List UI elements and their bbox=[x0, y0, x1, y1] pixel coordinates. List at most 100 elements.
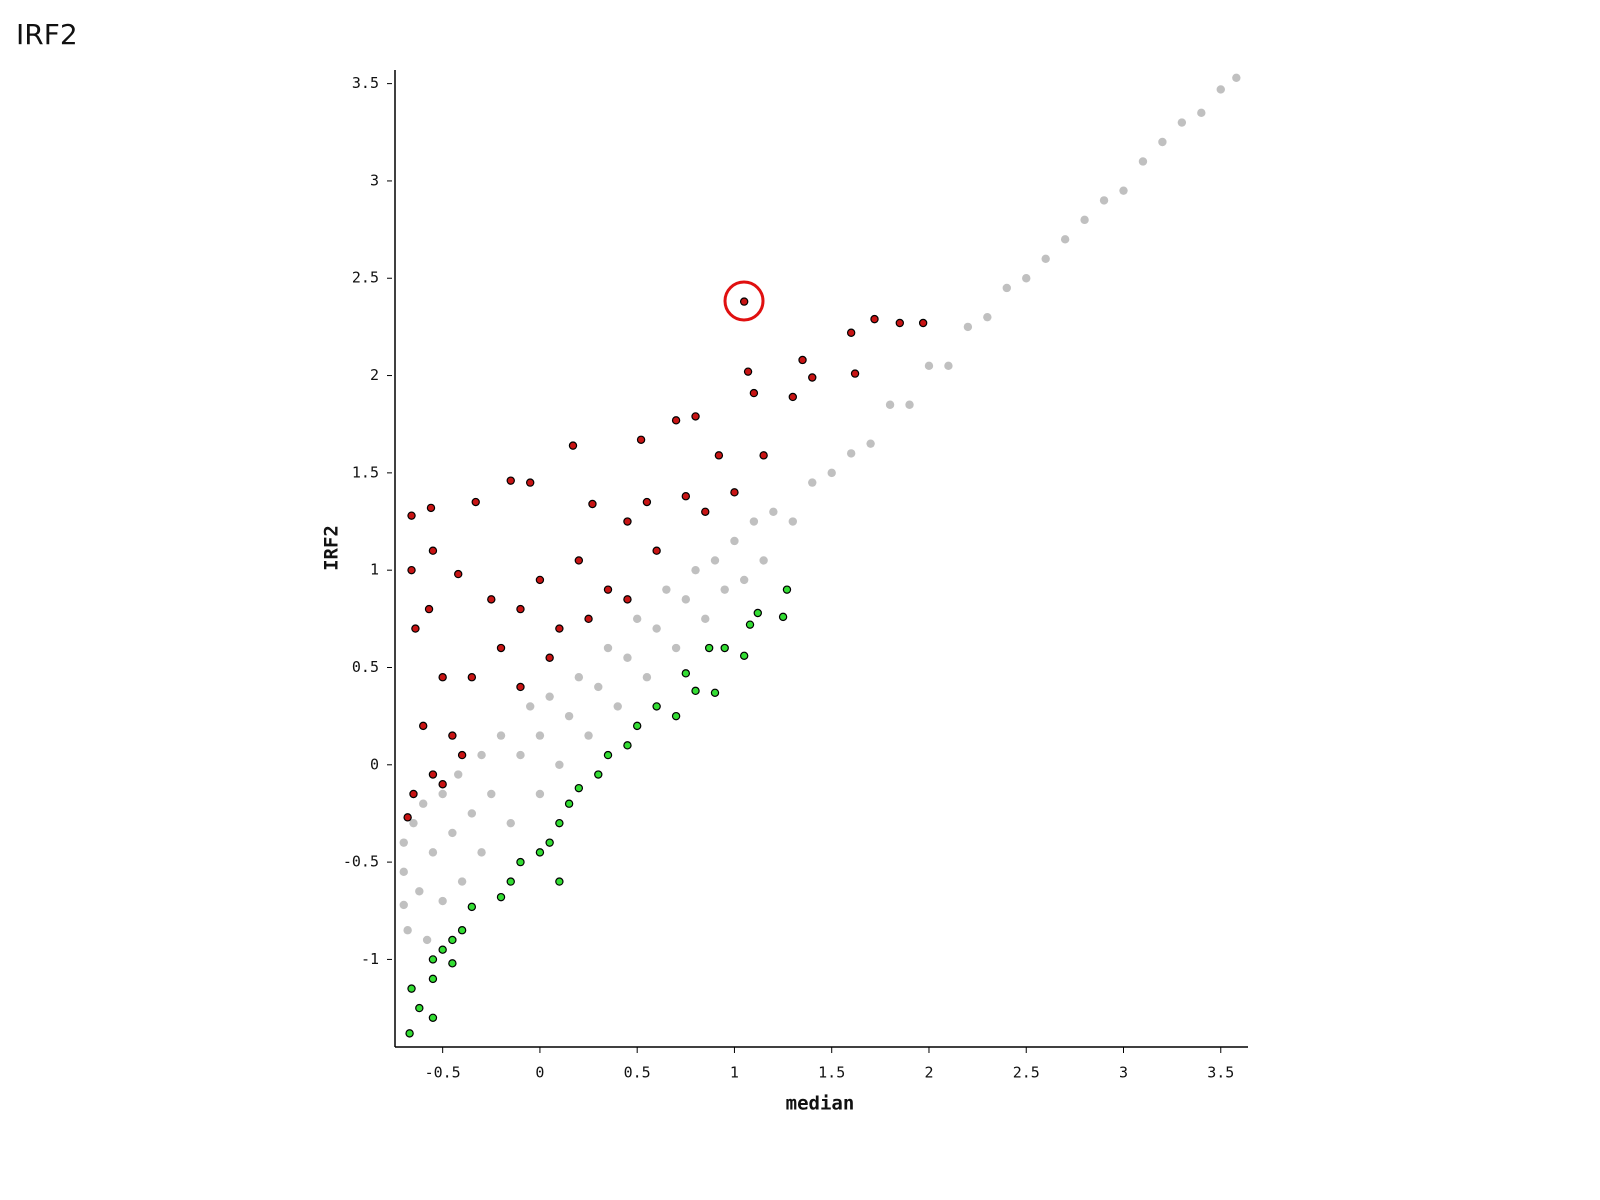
point bbox=[516, 750, 525, 760]
point bbox=[642, 497, 652, 507]
point bbox=[603, 585, 613, 594]
point bbox=[564, 711, 574, 721]
point bbox=[487, 595, 496, 604]
point bbox=[691, 565, 700, 575]
point bbox=[426, 503, 436, 513]
point bbox=[428, 1013, 438, 1023]
point bbox=[1158, 137, 1167, 147]
point bbox=[944, 361, 953, 371]
point bbox=[457, 877, 467, 886]
point bbox=[681, 669, 691, 678]
point bbox=[613, 702, 622, 711]
point bbox=[691, 412, 700, 421]
point bbox=[407, 511, 416, 520]
point bbox=[467, 673, 477, 682]
point bbox=[782, 585, 792, 594]
point bbox=[496, 731, 506, 740]
point bbox=[448, 828, 457, 838]
point bbox=[701, 507, 710, 516]
point bbox=[409, 789, 418, 799]
point bbox=[1002, 283, 1011, 293]
point bbox=[720, 585, 729, 594]
point bbox=[623, 595, 632, 604]
points bbox=[399, 73, 1241, 1038]
point bbox=[652, 702, 661, 711]
point bbox=[564, 799, 574, 808]
point bbox=[778, 612, 788, 622]
point bbox=[454, 770, 463, 779]
point bbox=[1080, 215, 1089, 225]
point bbox=[1099, 196, 1109, 205]
point bbox=[419, 799, 428, 808]
point bbox=[467, 809, 477, 818]
point bbox=[545, 692, 554, 701]
point bbox=[584, 731, 593, 740]
point bbox=[422, 935, 432, 945]
y-tick-label: -0.5 bbox=[343, 853, 379, 871]
point bbox=[506, 877, 515, 886]
point bbox=[603, 643, 613, 653]
point bbox=[545, 653, 554, 662]
point bbox=[759, 451, 768, 460]
point bbox=[632, 721, 642, 731]
point bbox=[424, 604, 434, 614]
point bbox=[516, 857, 525, 867]
point bbox=[399, 867, 408, 877]
ticks: -0.5 0 0.5 1 1.5 2 2.5 3 3.5 -1 -0.5 0 0.5 1 1.5 2 2.5 3 3… bbox=[343, 74, 1234, 1081]
point bbox=[652, 624, 661, 633]
point bbox=[759, 556, 768, 565]
y-tick-label: 3 bbox=[370, 171, 379, 189]
point bbox=[769, 507, 778, 516]
x-tick-label: 1.5 bbox=[818, 1064, 845, 1082]
point bbox=[428, 770, 438, 779]
x-tick-label: -0.5 bbox=[425, 1064, 461, 1082]
x-tick-label: 2 bbox=[924, 1064, 933, 1082]
point bbox=[662, 585, 671, 594]
point bbox=[555, 624, 564, 633]
point bbox=[749, 517, 759, 526]
x-tick-label: 0.5 bbox=[624, 1064, 651, 1082]
point bbox=[753, 608, 762, 618]
point bbox=[623, 653, 632, 662]
x-axis-label: median bbox=[786, 1093, 855, 1115]
point bbox=[710, 688, 720, 697]
point bbox=[739, 651, 749, 661]
point bbox=[516, 604, 525, 614]
point bbox=[701, 614, 710, 624]
point bbox=[438, 945, 447, 954]
point bbox=[671, 416, 681, 425]
point bbox=[477, 750, 486, 760]
point bbox=[905, 400, 914, 409]
point bbox=[399, 838, 408, 847]
point bbox=[743, 367, 753, 376]
point bbox=[681, 492, 691, 501]
point bbox=[720, 643, 729, 653]
point bbox=[730, 536, 739, 546]
y-tick-label: 1.5 bbox=[352, 463, 379, 481]
point bbox=[555, 877, 564, 886]
point bbox=[506, 818, 515, 828]
point bbox=[1119, 186, 1128, 195]
point bbox=[415, 1003, 424, 1013]
x-tick-label: 2.5 bbox=[1013, 1064, 1040, 1082]
point bbox=[963, 322, 973, 332]
point bbox=[496, 643, 506, 653]
point bbox=[924, 361, 934, 371]
point bbox=[671, 711, 681, 721]
point bbox=[588, 499, 597, 509]
y-tick-label: 2.5 bbox=[352, 269, 379, 287]
point bbox=[594, 770, 603, 779]
point bbox=[407, 565, 416, 575]
x-tick-label: 3.5 bbox=[1207, 1064, 1234, 1082]
point bbox=[448, 935, 457, 945]
point bbox=[1041, 254, 1050, 263]
point bbox=[1022, 274, 1031, 283]
point bbox=[506, 476, 515, 485]
point bbox=[555, 818, 564, 828]
point bbox=[870, 314, 879, 324]
point bbox=[846, 449, 856, 458]
point bbox=[467, 902, 477, 912]
point bbox=[438, 780, 447, 789]
point bbox=[438, 789, 447, 799]
